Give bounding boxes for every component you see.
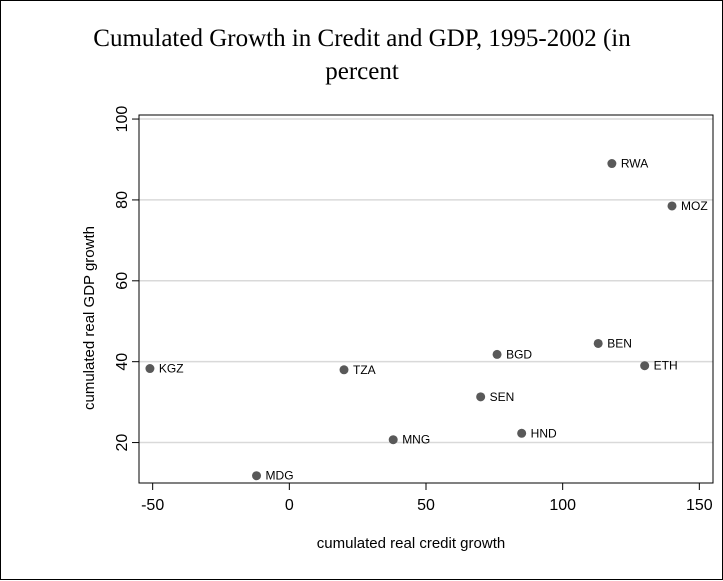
y-tick-label: 60 [114,272,131,290]
y-tick-label: 80 [114,191,131,209]
data-point-mdg [252,471,262,481]
data-point-label-moz: MOZ [681,199,708,213]
y-tick-label: 100 [114,106,131,133]
data-point-mng [388,435,398,445]
data-point-bgd [492,349,502,359]
axes: 20 40 60 80 100 -50 0 50 100 150 [114,106,713,514]
data-point-label-eth: ETH [654,359,678,373]
data-points: RWA MOZ BEN ETH BGD KGZ TZA SEN HND MNG MDG [145,157,708,483]
data-point-rwa [607,159,617,169]
data-point-label-kgz: KGZ [159,362,184,376]
data-point-label-ben: BEN [607,336,632,350]
data-point-sen [476,392,486,402]
data-point-label-hnd: HND [531,426,557,440]
data-point-label-mdg: MDG [266,469,294,483]
y-tick-label: 40 [114,353,131,371]
x-axis-label: cumulated real credit growth [317,535,505,552]
x-tick-label: 0 [285,497,294,514]
data-point-label-mng: MNG [402,433,430,447]
data-point-hnd [517,428,527,438]
data-point-label-rwa: RWA [621,157,648,171]
y-axis-label: cumulated real GDP growth [81,226,98,410]
grid-lines [139,118,713,444]
data-point-label-sen: SEN [490,390,515,404]
x-tick-label: 150 [686,497,713,514]
x-tick-label: 100 [549,497,576,514]
data-point-eth [640,361,650,371]
data-point-label-bgd: BGD [506,347,532,361]
data-point-kgz [145,364,155,374]
data-point-moz [667,201,677,211]
chart-title-line-2: percent [325,58,399,85]
data-point-tza [339,365,349,375]
y-tick-label: 20 [114,434,131,452]
x-tick-label: -50 [141,497,164,514]
data-point-ben [593,338,603,348]
data-point-label-tza: TZA [353,363,376,377]
x-tick-label: 50 [417,497,435,514]
chart-title-line-1: Cumulated Growth in Credit and GDP, 1995… [93,25,631,52]
